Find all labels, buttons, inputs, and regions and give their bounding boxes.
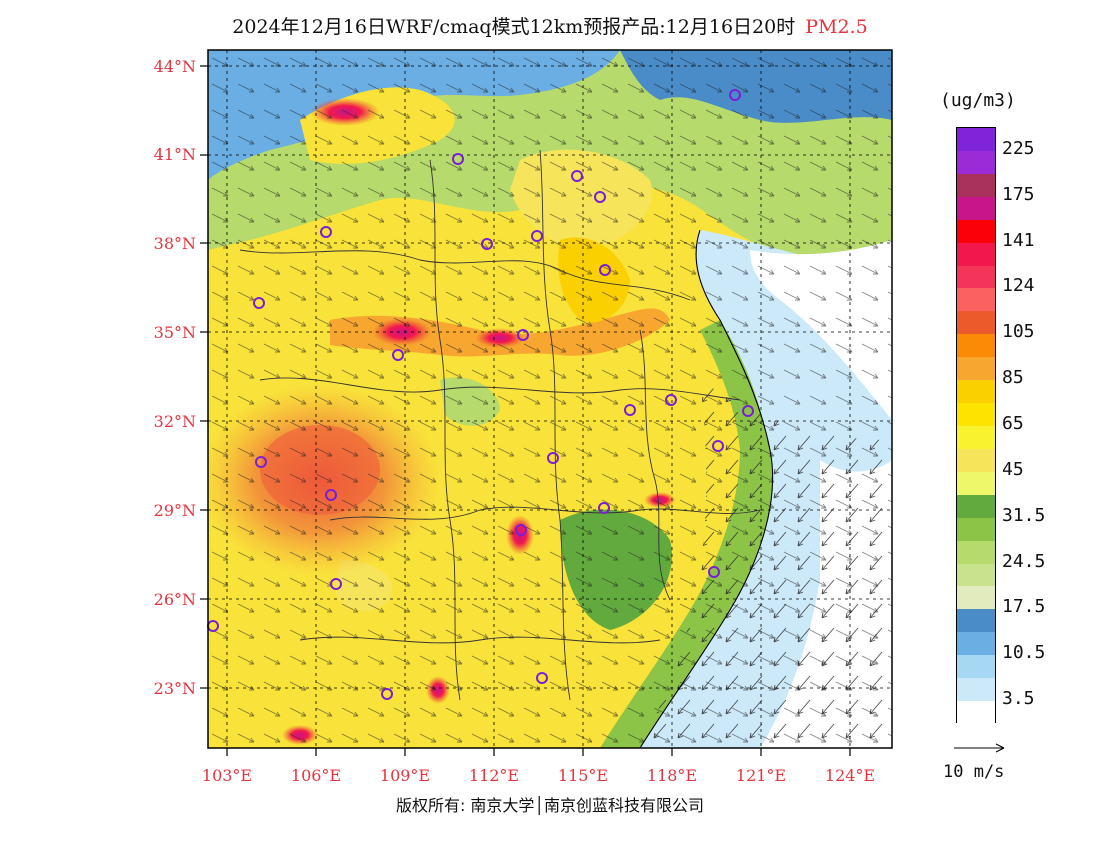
city-marker xyxy=(392,349,404,361)
legend-swatch xyxy=(957,494,995,519)
lon-label-115: 115°E xyxy=(557,766,609,785)
lon-label-124: 124°E xyxy=(824,766,876,785)
city-marker xyxy=(712,440,724,452)
legend-labels: 225 175 141 124 105 85 65 45 31.5 24.5 17.5 10.5 3.5 xyxy=(1002,127,1092,723)
legend-label: 141 xyxy=(1002,229,1035,251)
legend-swatch xyxy=(957,609,995,633)
city-marker xyxy=(594,191,606,203)
legend-swatch xyxy=(957,265,995,289)
copyright-text: 版权所有: 南京大学│南京创蓝科技有限公司 xyxy=(395,796,705,815)
pm25-field xyxy=(208,50,892,748)
legend-label: 45 xyxy=(1002,458,1024,480)
wind-reference-label: 10 m/s xyxy=(943,762,1005,782)
lon-label-106: 106°E xyxy=(290,766,342,785)
city-marker xyxy=(598,502,610,514)
city-marker xyxy=(517,329,529,341)
legend-swatch xyxy=(957,632,995,656)
legend-swatch xyxy=(957,334,995,358)
legend-unit: (ug/m3) xyxy=(940,90,1016,111)
lon-label-109: 109°E xyxy=(379,766,431,785)
city-marker xyxy=(547,452,559,464)
lon-label-112: 112°E xyxy=(468,766,520,785)
city-marker xyxy=(708,566,720,578)
city-marker xyxy=(515,524,527,536)
legend-swatch xyxy=(957,471,995,496)
legend-swatch xyxy=(957,219,995,244)
legend-swatch xyxy=(957,357,995,381)
city-marker xyxy=(624,404,636,416)
city-marker xyxy=(665,394,677,406)
lon-label-103: 103°E xyxy=(201,766,253,785)
legend-label: 105 xyxy=(1002,321,1035,343)
legend-swatch xyxy=(957,311,995,335)
legend-label: 124 xyxy=(1002,275,1035,297)
city-marker xyxy=(253,297,265,309)
city-marker xyxy=(729,89,741,101)
lat-label-29: 29°N xyxy=(153,501,196,520)
wind-reference-arrow xyxy=(954,743,1005,753)
legend-swatch xyxy=(957,563,995,587)
lat-label-23: 23°N xyxy=(153,679,196,698)
city-marker xyxy=(571,170,583,182)
legend-swatch xyxy=(957,380,995,404)
city-markers xyxy=(207,89,754,700)
legend-swatch xyxy=(957,448,995,473)
city-marker xyxy=(599,264,611,276)
city-marker xyxy=(742,405,754,417)
city-marker xyxy=(255,456,267,468)
lon-label-118: 118°E xyxy=(646,766,698,785)
city-marker xyxy=(325,489,337,501)
lon-label-121: 121°E xyxy=(735,766,787,785)
legend-swatch xyxy=(957,426,995,450)
legend-label: 10.5 xyxy=(1002,642,1046,664)
legend-swatch xyxy=(957,173,995,198)
legend-swatch xyxy=(957,701,995,725)
city-marker xyxy=(452,153,464,165)
legend-swatch xyxy=(957,242,995,267)
legend-swatch xyxy=(957,128,995,152)
legend-label: 65 xyxy=(1002,413,1024,434)
title-variable: PM2.5 xyxy=(805,16,868,38)
lat-label-38: 38°N xyxy=(153,234,196,253)
map-title: 2024年12月16日WRF/cmaq模式12km预报产品:12月16日20时 P… xyxy=(0,12,1100,39)
lat-label-35: 35°N xyxy=(153,323,196,342)
legend-swatch xyxy=(957,403,995,427)
legend-label: 24.5 xyxy=(1002,550,1046,572)
city-marker xyxy=(481,238,493,250)
city-marker xyxy=(381,688,393,700)
lat-label-32: 32°N xyxy=(153,412,196,431)
legend-swatch xyxy=(957,196,995,221)
legend-label: 175 xyxy=(1002,183,1035,205)
legend-label: 17.5 xyxy=(1002,596,1046,618)
lat-label-26: 26°N xyxy=(153,590,196,609)
legend-label: 225 xyxy=(1002,137,1035,159)
legend-label: 31.5 xyxy=(1002,504,1046,526)
city-marker xyxy=(536,672,548,684)
legend-colorbar xyxy=(956,127,996,725)
legend-swatch xyxy=(957,150,995,175)
map-frame xyxy=(207,49,893,749)
legend-swatch xyxy=(957,678,995,702)
legend-swatch xyxy=(957,540,995,565)
city-marker xyxy=(531,230,543,242)
title-main: 2024年12月16日WRF/cmaq模式12km预报产品:12月16日20时 xyxy=(232,16,796,38)
lat-label-44: 44°N xyxy=(153,57,196,76)
legend-swatch xyxy=(957,517,995,542)
legend-swatch xyxy=(957,586,995,610)
lat-label-41: 41°N xyxy=(153,145,196,164)
city-marker xyxy=(320,226,332,238)
legend-swatch xyxy=(957,288,995,312)
city-marker xyxy=(330,578,342,590)
legend-label: 3.5 xyxy=(1002,688,1035,710)
legend-label: 85 xyxy=(1002,367,1024,389)
legend-swatch xyxy=(957,655,995,679)
